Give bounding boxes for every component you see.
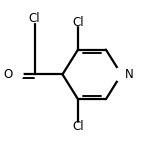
Text: N: N (124, 68, 133, 81)
Circle shape (114, 67, 128, 81)
Circle shape (71, 12, 85, 26)
Text: Cl: Cl (72, 16, 84, 29)
Circle shape (28, 9, 42, 22)
Text: Cl: Cl (72, 120, 84, 133)
Text: Cl: Cl (29, 12, 40, 25)
Circle shape (9, 67, 23, 81)
Text: O: O (4, 68, 13, 81)
Circle shape (71, 123, 85, 137)
